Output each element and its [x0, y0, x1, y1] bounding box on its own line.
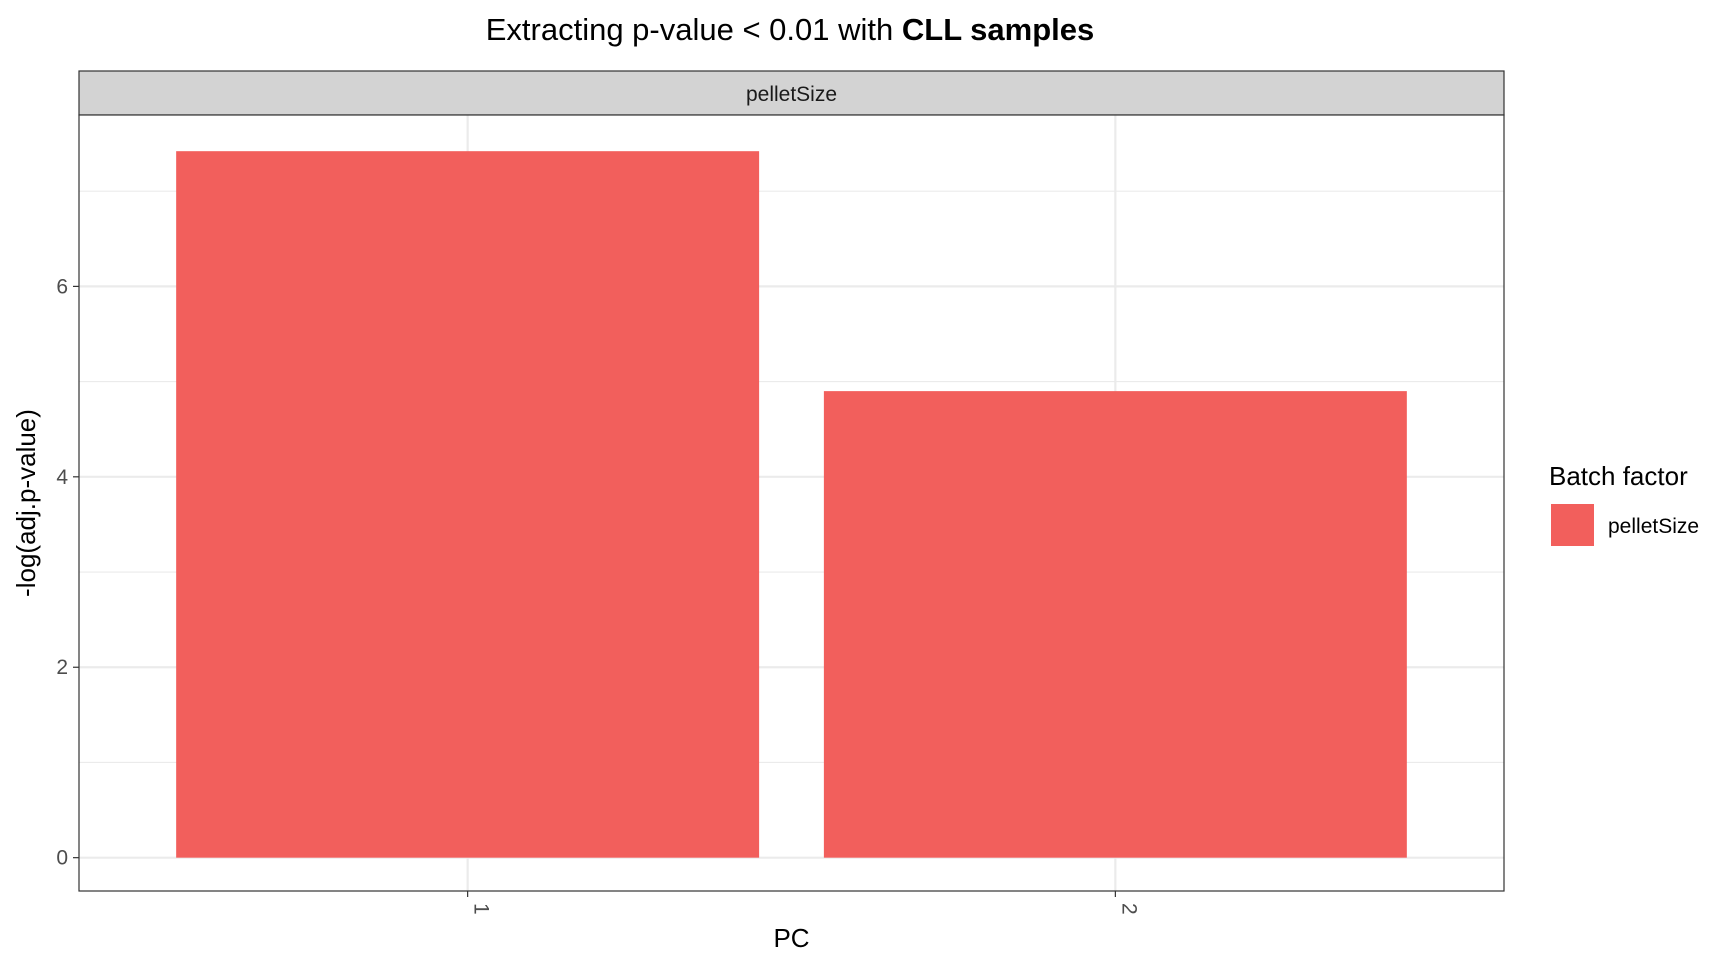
y-tick-label: 6	[56, 275, 68, 298]
y-tick-label: 2	[56, 656, 68, 679]
x-tick-label: 2	[1117, 903, 1140, 915]
legend-label: pelletSize	[1608, 515, 1699, 538]
bar	[823, 391, 1407, 858]
x-tick-label: 1	[470, 903, 493, 915]
y-tick-label: 0	[56, 847, 68, 870]
legend: Batch factor pelletSize	[1549, 461, 1699, 546]
y-axis-title: -log(adj.p-value)	[11, 409, 41, 597]
x-axis-title: PC	[773, 923, 809, 953]
facet-strip-background	[78, 70, 1505, 116]
legend-key	[1551, 504, 1594, 546]
y-tick-label: 4	[56, 466, 68, 489]
legend-items: pelletSize	[1551, 504, 1699, 546]
plot-panel	[78, 114, 1505, 892]
chart-title: Extracting p-value < 0.01 with CLL sampl…	[486, 12, 1095, 47]
facet-strip-label: pelletSize	[746, 83, 837, 106]
chart-title-bold: CLL samples	[902, 12, 1094, 47]
y-axis: 0 2 4 6	[56, 275, 79, 870]
legend-title: Batch factor	[1549, 461, 1688, 491]
panel-border	[78, 114, 1505, 892]
facet-strip: pelletSize	[78, 70, 1505, 116]
chart-title-plain: Extracting p-value < 0.01 with	[486, 12, 902, 47]
bars	[176, 151, 1407, 858]
bar	[176, 151, 760, 858]
